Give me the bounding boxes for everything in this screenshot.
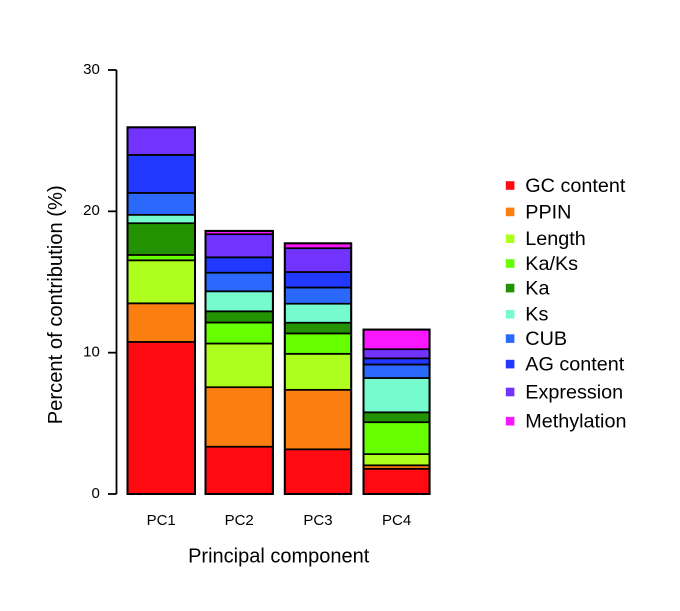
svg-text:30: 30 [83, 61, 100, 78]
svg-text:Ka/Ks: Ka/Ks [525, 253, 578, 275]
svg-text:PC1: PC1 [147, 512, 176, 529]
svg-text:10: 10 [83, 344, 100, 361]
svg-text:AG content: AG content [525, 354, 624, 376]
svg-text:GC content: GC content [525, 175, 626, 197]
svg-text:0: 0 [91, 485, 99, 502]
svg-text:Length: Length [525, 228, 586, 250]
svg-text:PPIN: PPIN [525, 201, 571, 223]
svg-text:Methylation: Methylation [525, 411, 626, 433]
svg-text:CUB: CUB [525, 328, 567, 350]
svg-text:PC2: PC2 [225, 512, 254, 529]
svg-text:Principal component: Principal component [188, 546, 370, 568]
svg-text:Expression: Expression [525, 381, 623, 403]
svg-text:20: 20 [83, 202, 100, 219]
svg-text:PC3: PC3 [303, 512, 332, 529]
svg-text:Ka: Ka [525, 278, 549, 300]
svg-text:Percent of contribution (%): Percent of contribution (%) [45, 185, 67, 424]
svg-text:PC4: PC4 [382, 512, 411, 529]
svg-text:Ks: Ks [525, 304, 548, 326]
